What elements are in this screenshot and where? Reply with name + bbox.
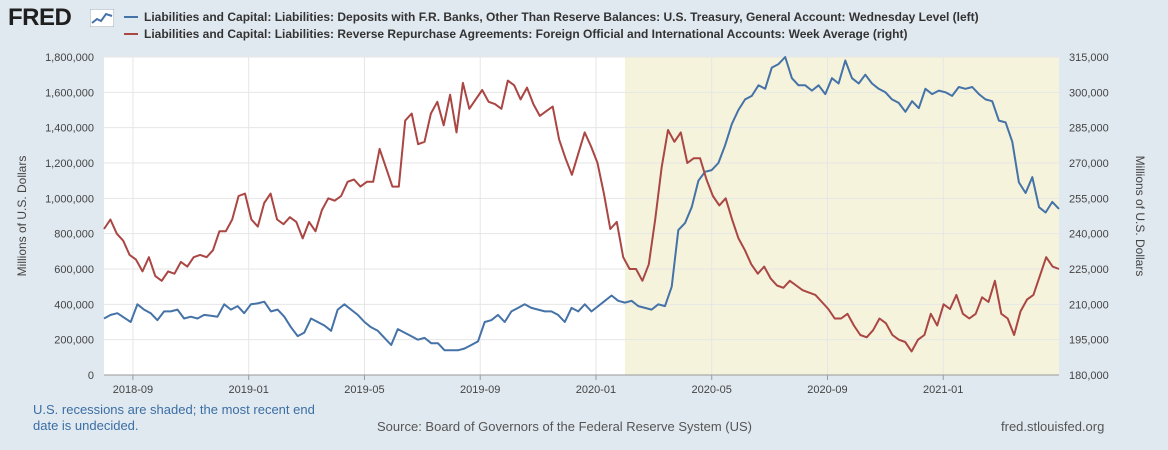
left-axis-tick-label: 1,800,000: [45, 52, 94, 64]
chart-line-icon: [90, 9, 114, 27]
x-axis-tick-label: 2020-01: [576, 384, 616, 396]
left-axis-tick-label: 400,000: [54, 299, 94, 311]
left-axis-tick-label: 0: [88, 370, 94, 382]
x-axis-tick-label: 2020-05: [692, 384, 732, 396]
legend-label-series-2: Liabilities and Capital: Liabilities: Re…: [144, 27, 908, 41]
legend-series-2[interactable]: Liabilities and Capital: Liabilities: Re…: [124, 27, 908, 41]
left-axis-tick-label: 1,200,000: [45, 158, 94, 170]
recession-shading: [624, 57, 1059, 375]
left-axis-tick-label: 600,000: [54, 264, 94, 276]
right-axis-tick-label: 195,000: [1069, 335, 1109, 347]
left-axis-tick-label: 200,000: [54, 335, 94, 347]
series-line-treasury-general-account: [103, 56, 1060, 352]
right-axis-tick-label: 210,000: [1069, 299, 1109, 311]
x-axis-tick-label: 2020-09: [807, 384, 847, 396]
right-axis-tick-label: 270,000: [1069, 158, 1109, 170]
left-axis-tick-label: 800,000: [54, 229, 94, 241]
right-axis-tick-label: 255,000: [1069, 193, 1109, 205]
legend-series-1[interactable]: Liabilities and Capital: Liabilities: De…: [124, 10, 979, 24]
right-axis-tick-label: 315,000: [1069, 52, 1109, 64]
right-axis-tick-label: 300,000: [1069, 87, 1109, 99]
legend-swatch-blue: [124, 15, 138, 18]
right-axis-tick-label: 180,000: [1069, 370, 1109, 382]
left-axis-tick-label: 1,600,000: [45, 87, 94, 99]
left-axis-tick-label: 1,000,000: [45, 193, 94, 205]
fred-logo[interactable]: FRED: [8, 4, 72, 31]
x-axis-tick-label: 2019-09: [460, 384, 500, 396]
legend-swatch-red: [124, 32, 138, 35]
x-axis-tick-label: 2019-01: [229, 384, 269, 396]
right-axis-tick-label: 285,000: [1069, 123, 1109, 135]
left-axis-title: Millions of U.S. Dollars: [15, 156, 29, 277]
site-url-link[interactable]: fred.stlouisfed.org: [1001, 419, 1105, 434]
x-axis-tick-label: 2021-01: [923, 384, 963, 396]
recession-note: U.S. recessions are shaded; the most rec…: [33, 402, 315, 433]
series-line-reverse-repo-foreign-official: [103, 79, 1060, 353]
x-axis-tick-label: 2019-05: [344, 384, 384, 396]
right-axis-tick-label: 225,000: [1069, 264, 1109, 276]
x-axis-tick-label: 2018-09: [113, 384, 153, 396]
right-axis-title: Millions of U.S. Dollars: [1133, 156, 1147, 277]
left-axis-tick-label: 1,400,000: [45, 123, 94, 135]
right-axis-tick-label: 240,000: [1069, 229, 1109, 241]
legend-label-series-1: Liabilities and Capital: Liabilities: De…: [144, 10, 979, 24]
source-note: Source: Board of Governors of the Federa…: [377, 419, 752, 434]
